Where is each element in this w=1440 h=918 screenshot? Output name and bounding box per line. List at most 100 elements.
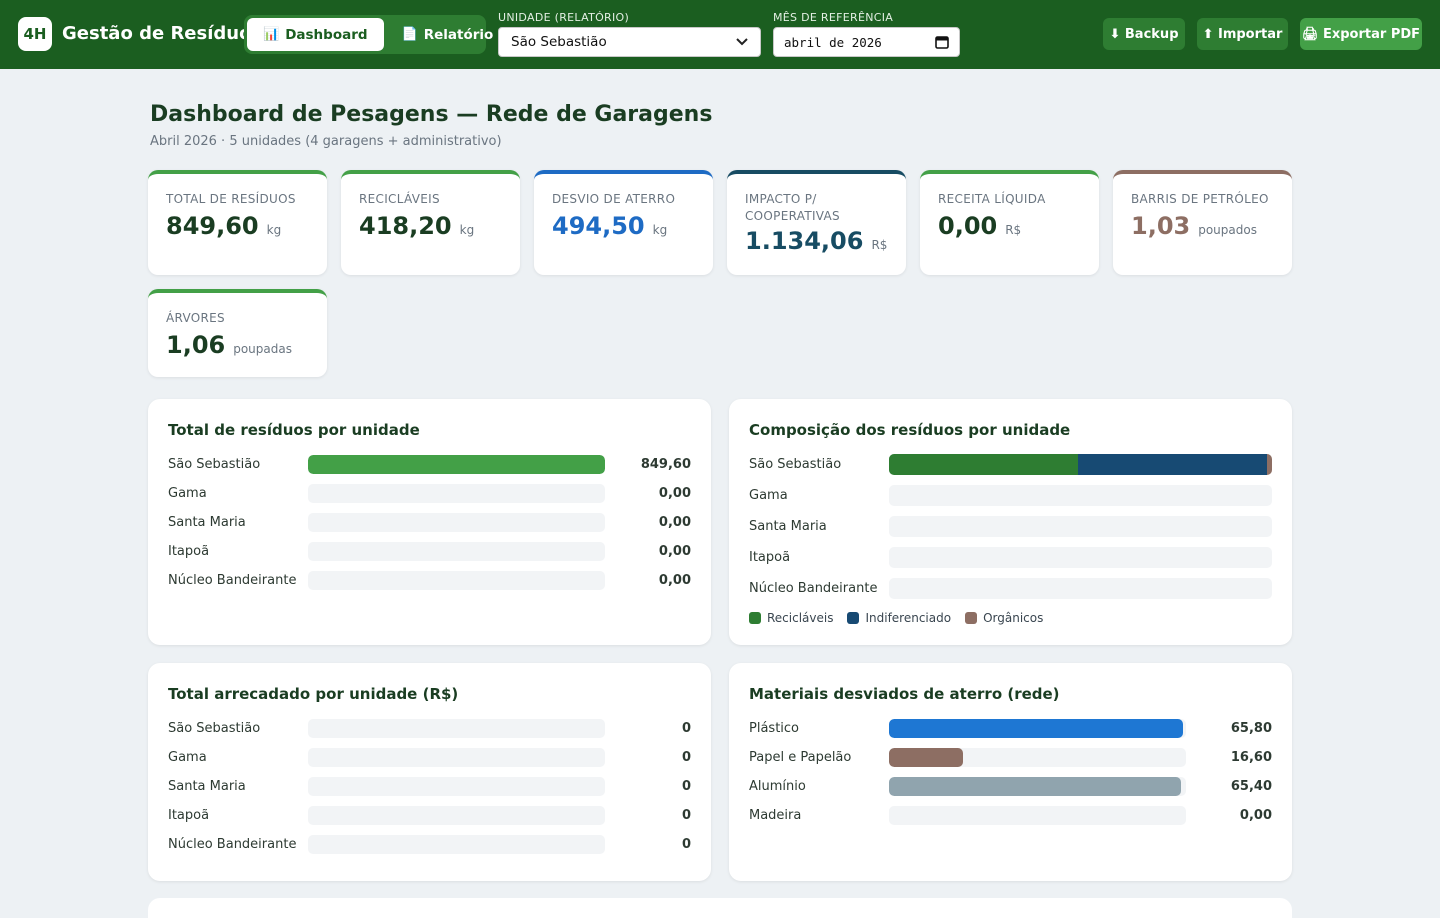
page-title: Dashboard de Pesagens — Rede de Garagens xyxy=(150,102,713,127)
bar-value: 0,00 xyxy=(658,572,691,588)
tab-dashboard[interactable]: 📊 Dashboard xyxy=(247,18,384,51)
kpi-unit: kg xyxy=(652,223,668,237)
bar-track xyxy=(889,776,1186,796)
kpi-label: Desvio de aterro xyxy=(552,192,676,206)
stack-segment-indiferenciado xyxy=(1077,454,1268,475)
stack-track xyxy=(889,454,1272,475)
bar-row: São Sebastião 0 xyxy=(168,718,691,738)
bar-track xyxy=(308,834,605,854)
panel-materiais: Materiais desviados de aterro (rede) Plá… xyxy=(729,663,1292,881)
legend-label: Orgânicos xyxy=(983,611,1044,625)
unit-filter: UNIDADE (RELATÓRIO) São Sebastião xyxy=(498,11,761,57)
legend-item-reciclaveis: Recicláveis xyxy=(749,611,833,625)
kpi-label: Receita líquida xyxy=(938,192,1046,206)
bar-track xyxy=(308,570,605,590)
stack-track xyxy=(889,485,1272,506)
kpi-card-total: Total de resíduos 849,60 kg xyxy=(148,170,327,275)
bar-label: Núcleo Bandeirante xyxy=(168,572,297,588)
panel-title: Composição dos resíduos por unidade xyxy=(749,421,1071,439)
bar-label: Plástico xyxy=(749,720,800,736)
tab-relatorio[interactable]: 📄 Relatório xyxy=(386,18,510,51)
calendar-icon[interactable] xyxy=(935,35,949,49)
stack-segment-organicos xyxy=(1267,454,1272,475)
next-panel-edge xyxy=(148,898,1292,918)
legend-label: Recicláveis xyxy=(767,611,834,625)
kpi-card-desvio: Desvio de aterro 494,50 kg xyxy=(534,170,713,275)
kpi-unit: R$ xyxy=(1005,223,1022,237)
bar-row: Itapoã 0,00 xyxy=(168,541,691,561)
nav-tabs: 📊 Dashboard 📄 Relatório xyxy=(244,15,493,54)
bar-label: Gama xyxy=(168,485,207,501)
bar-track xyxy=(889,747,1186,767)
bar-value: 0,00 xyxy=(658,543,691,559)
kpi-value: 849,60 xyxy=(166,212,259,240)
stack-segment-reciclaveis xyxy=(889,454,1078,475)
import-button[interactable]: ⬆ Importar xyxy=(1197,18,1288,50)
bar-track xyxy=(308,747,605,767)
bar-fill xyxy=(889,718,1183,738)
bar-track xyxy=(308,776,605,796)
stack-row: Itapoã xyxy=(749,547,1272,568)
stack-row: Núcleo Bandeirante xyxy=(749,578,1272,599)
month-input-value: abril de 2026 xyxy=(784,34,882,50)
stack-label: Santa Maria xyxy=(749,519,827,534)
page-subtitle: Abril 2026 · 5 unidades (4 garagens + ad… xyxy=(150,134,502,149)
month-input[interactable]: abril de 2026 xyxy=(773,27,960,57)
kpi-card-arvores: Árvores 1,06 poupadas xyxy=(148,289,327,377)
kpi-card-reciclaveis: Recicláveis 418,20 kg xyxy=(341,170,520,275)
legend-item-organicos: Orgânicos xyxy=(965,611,1043,625)
top-bar: 4H Gestão de Resíduos 📊 Dashboard 📄 Rela… xyxy=(0,0,1440,69)
kpi-value: 1,06 xyxy=(166,331,226,359)
bar-label: Itapoã xyxy=(168,807,210,823)
stack-track xyxy=(889,547,1272,568)
panel-total-por-unidade: Total de resíduos por unidade São Sebast… xyxy=(148,399,711,645)
bar-row: Núcleo Bandeirante 0 xyxy=(168,834,691,854)
bar-fill xyxy=(889,747,964,767)
bar-chart-icon: 📊 xyxy=(263,27,280,42)
bar-value: 0 xyxy=(681,778,691,794)
app-logo: 4H xyxy=(18,17,52,51)
bar-value: 0,00 xyxy=(658,514,691,530)
bar-label: Santa Maria xyxy=(168,514,246,530)
kpi-unit: kg xyxy=(459,223,475,237)
bar-value: 0 xyxy=(681,836,691,852)
bar-label: Papel e Papelão xyxy=(749,749,852,765)
panel-title: Total de resíduos por unidade xyxy=(168,421,420,439)
month-filter-label: MÊS DE REFERÊNCIA xyxy=(773,11,894,24)
document-icon: 📄 xyxy=(401,27,418,42)
stack-row: São Sebastião xyxy=(749,454,1272,475)
bar-row: Papel e Papelão 16,60 xyxy=(749,747,1272,767)
bar-label: Santa Maria xyxy=(168,778,246,794)
chevron-down-icon xyxy=(736,38,748,46)
unit-select[interactable]: São Sebastião xyxy=(498,27,761,57)
kpi-label: Recicláveis xyxy=(359,192,440,206)
legend-item-indiferenciado: Indiferenciado xyxy=(847,611,951,625)
export-pdf-button[interactable]: 🖨 Exportar PDF xyxy=(1300,18,1422,50)
kpi-label: Barris de petróleo xyxy=(1131,192,1269,206)
bar-track xyxy=(308,805,605,825)
bar-label: São Sebastião xyxy=(168,720,261,736)
bar-label: Núcleo Bandeirante xyxy=(168,836,297,852)
bar-row: Itapoã 0 xyxy=(168,805,691,825)
panel-composicao: Composição dos resíduos por unidade São … xyxy=(729,399,1292,645)
bar-fill xyxy=(308,454,605,474)
kpi-card-barris: Barris de petróleo 1,03 poupados xyxy=(1113,170,1292,275)
bar-value: 849,60 xyxy=(640,456,691,472)
bar-row: Santa Maria 0 xyxy=(168,776,691,796)
kpi-label: Impacto p/ cooperativas xyxy=(745,192,840,223)
backup-button[interactable]: ⬇ Backup xyxy=(1103,18,1185,50)
panel-title: Materiais desviados de aterro (rede) xyxy=(749,685,1060,703)
stack-label: Itapoã xyxy=(749,550,791,565)
bar-label: Gama xyxy=(168,749,207,765)
bar-label: Alumínio xyxy=(749,778,806,794)
bar-track xyxy=(308,718,605,738)
bar-row: Plástico 65,80 xyxy=(749,718,1272,738)
bar-label: São Sebastião xyxy=(168,456,261,472)
stack-label: São Sebastião xyxy=(749,457,842,472)
kpi-value: 494,50 xyxy=(552,212,645,240)
panel-arrecadado: Total arrecadado por unidade (R$) São Se… xyxy=(148,663,711,881)
legend-swatch xyxy=(965,612,978,624)
legend-label: Indiferenciado xyxy=(865,611,952,625)
panel-title: Total arrecadado por unidade (R$) xyxy=(168,685,459,703)
stack-row: Gama xyxy=(749,485,1272,506)
